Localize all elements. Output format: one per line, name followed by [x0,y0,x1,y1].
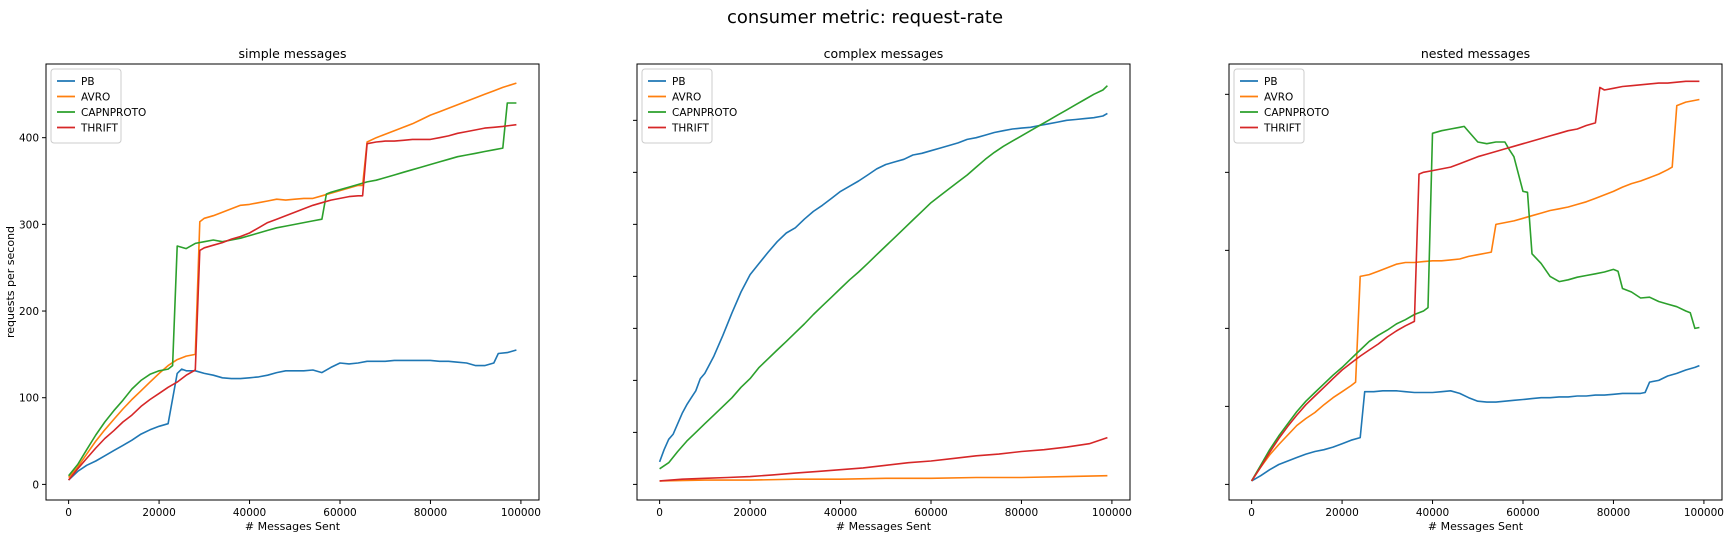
y-tick-label: 100 [19,393,39,405]
x-tick-label: 40000 [233,507,266,519]
series-line-pb [68,349,517,481]
y-tick-label: 200 [19,306,39,318]
y-tick-label: 400 [19,133,39,145]
chart-title: nested messages [1421,46,1530,61]
legend-box [50,68,122,144]
legend: PB AVRO CAPNPROTO THRIFT [50,68,146,144]
x-tick-label: 100000 [1684,507,1724,519]
x-tick-label: 60000 [1506,507,1539,519]
chart-panel-2: 0 20000 40000 60000 80000 100000 complex messa… [633,46,1132,533]
series-line-avro [659,474,1108,482]
chart-title: complex messages [824,46,944,61]
x-tick-label: 40000 [1416,507,1449,519]
legend-label-pb: PB [1264,76,1278,88]
x-tick-label: 20000 [142,507,175,519]
x-tick-label: 0 [1248,507,1255,519]
legend-label-thrift: THRIFT [80,123,119,135]
chart-panel-1: 0 20000 40000 60000 80000 100000 0 100 200 300 400… [4,46,541,533]
legend-label-capnproto: CAPNPROTO [1264,107,1329,119]
series-line-capnproto [659,85,1108,470]
figure-suptitle: consumer metric: request-rate [727,7,1003,28]
y-axis-label: requests per second [4,226,17,338]
legend-label-avro: AVRO [1264,92,1293,104]
x-tick-label: 100000 [501,507,541,519]
legend-label-avro: AVRO [672,92,701,104]
x-tick-label: 40000 [824,507,857,519]
x-tick-label: 100000 [1092,507,1132,519]
axes-frame [636,63,1131,501]
legend-box [1233,68,1305,144]
series-line-avro [1250,98,1700,482]
legend-label-thrift: THRIFT [1263,123,1302,135]
legend-label-capnproto: CAPNPROTO [672,107,737,119]
x-tick-label: 0 [65,507,72,519]
legend: PB AVRO CAPNPROTO THRIFT [641,68,737,144]
chart-title: simple messages [239,46,347,61]
series-line-thrift [659,436,1108,482]
series-line-thrift [1250,80,1700,482]
y-tick-label: 300 [19,219,39,231]
legend-label-pb: PB [672,76,686,88]
series-line-pb [1251,364,1700,482]
legend-box [641,68,713,144]
x-tick-label: 60000 [323,507,356,519]
x-tick-label: 20000 [1325,507,1358,519]
x-tick-label: 80000 [1597,507,1630,519]
chart-panel-3: 0 20000 40000 60000 80000 100000 nested messag… [1225,46,1724,533]
x-axis-label: # Messages Sent [245,520,341,533]
series-line-pb [658,112,1108,463]
x-tick-label: 80000 [414,507,447,519]
series-line-capnproto [67,102,517,477]
legend-label-thrift: THRIFT [671,123,710,135]
x-tick-label: 60000 [914,507,947,519]
series-line-capnproto [1250,125,1700,482]
series-line-avro [67,82,517,479]
x-tick-label: 20000 [733,507,766,519]
series-line-thrift [67,123,517,481]
axes-frame [45,63,540,501]
x-axis-label: # Messages Sent [836,520,932,533]
axes-frame [1228,63,1723,501]
legend: PB AVRO CAPNPROTO THRIFT [1233,68,1329,144]
y-tick-label: 0 [32,479,39,491]
x-tick-label: 80000 [1005,507,1038,519]
legend-label-capnproto: CAPNPROTO [81,107,146,119]
x-tick-label: 0 [656,507,663,519]
legend-label-pb: PB [81,76,95,88]
legend-label-avro: AVRO [81,92,110,104]
x-axis-label: # Messages Sent [1428,520,1524,533]
